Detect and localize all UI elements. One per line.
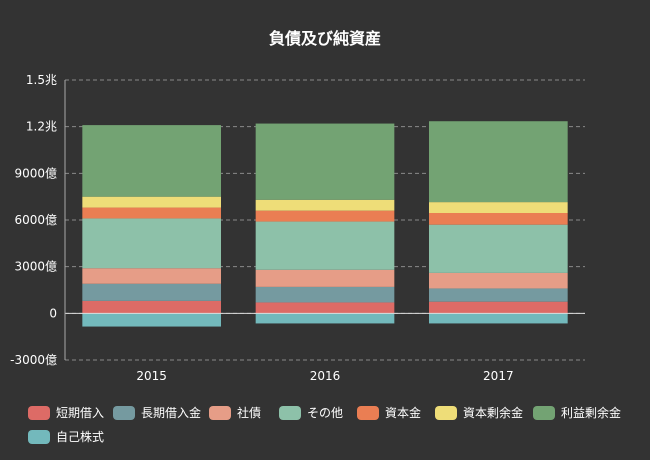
bar-segment[interactable] <box>429 301 568 314</box>
bars <box>82 121 568 327</box>
legend-item[interactable]: 長期借入金 <box>113 405 201 420</box>
legend-item[interactable]: 利益剰余金 <box>533 405 621 420</box>
y-tick-label: 3000億 <box>14 260 57 274</box>
legend-swatch <box>209 406 231 420</box>
bar-segment[interactable] <box>429 213 568 225</box>
y-tick-label: 0 <box>49 306 57 320</box>
bar-segment[interactable] <box>82 313 221 327</box>
bar-segment[interactable] <box>255 286 395 303</box>
axes: -3000億 0 3000億 6000億 9000億 1.2兆 1.5兆 2015 2016 20… <box>10 73 585 383</box>
x-tick-label: 2017 <box>483 369 514 383</box>
legend-label: 短期借入 <box>56 406 104 420</box>
bar-segment[interactable] <box>255 302 395 314</box>
legend-label: 社債 <box>237 405 261 420</box>
legend-item[interactable]: 自己株式 <box>28 429 104 444</box>
legend-swatch <box>435 406 457 420</box>
bar-segment[interactable] <box>82 218 221 269</box>
y-tick-label: 1.2兆 <box>26 120 57 134</box>
bar-segment[interactable] <box>82 196 221 208</box>
legend-label: 資本剰余金 <box>463 405 523 420</box>
bar-segment[interactable] <box>82 125 221 197</box>
chart-title: 負債及び純資産 <box>269 29 381 48</box>
bar-segment[interactable] <box>255 210 395 222</box>
bar-segment[interactable] <box>255 269 395 287</box>
y-tick-label: 9000億 <box>14 166 57 180</box>
x-tick-label: 2016 <box>310 369 341 383</box>
bar-segment[interactable] <box>429 288 568 302</box>
legend-item[interactable]: 社債 <box>209 405 261 420</box>
legend-label: 資本金 <box>385 405 421 420</box>
legend-swatch <box>533 406 555 420</box>
legend-item[interactable]: 短期借入 <box>28 406 104 420</box>
legend-swatch <box>357 406 379 420</box>
legend-swatch <box>28 406 50 420</box>
bar-segment[interactable] <box>429 313 568 324</box>
x-tick-label: 2015 <box>136 369 167 383</box>
bar-segment[interactable] <box>255 313 395 324</box>
legend-swatch <box>279 406 301 420</box>
bar-segment[interactable] <box>429 202 568 213</box>
bar-segment[interactable] <box>255 123 395 200</box>
legend-item[interactable]: 資本剰余金 <box>435 405 523 420</box>
y-tick-label: 6000億 <box>14 213 57 227</box>
bar-segment[interactable] <box>429 224 568 273</box>
bar-segment[interactable] <box>429 121 568 203</box>
legend-item[interactable]: 資本金 <box>357 405 421 420</box>
legend-label: 自己株式 <box>56 429 104 444</box>
legend-item[interactable]: その他 <box>279 406 343 420</box>
y-tick-label: 1.5兆 <box>26 73 57 87</box>
bar-segment[interactable] <box>255 199 395 211</box>
legend-label: 長期借入金 <box>141 405 201 420</box>
bar-segment[interactable] <box>82 268 221 284</box>
legend-swatch <box>113 406 135 420</box>
legend-swatch <box>28 430 50 444</box>
bar-segment[interactable] <box>82 300 221 314</box>
legend-label: 利益剰余金 <box>561 405 621 420</box>
bar-segment[interactable] <box>255 221 395 270</box>
bar-segment[interactable] <box>82 283 221 301</box>
y-tick-label: -3000億 <box>10 353 57 367</box>
bar-segment[interactable] <box>82 207 221 219</box>
legend-label: その他 <box>307 406 343 420</box>
bar-segment[interactable] <box>429 272 568 289</box>
